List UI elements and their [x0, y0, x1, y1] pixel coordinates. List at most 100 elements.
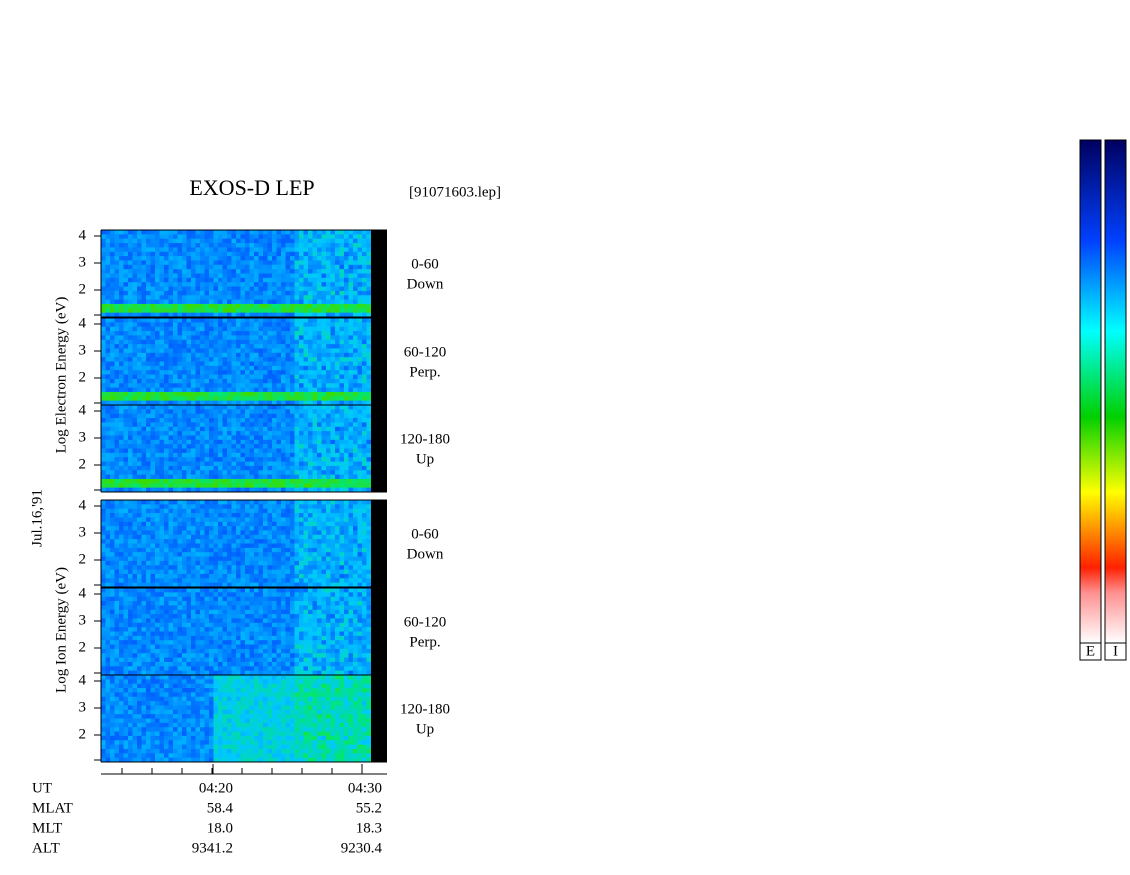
spectrogram-cell [303, 530, 309, 536]
spectrogram-cell [317, 344, 322, 349]
spectrogram-cell [339, 439, 345, 445]
spectrogram-cell [186, 422, 192, 428]
spectrogram-cell [267, 539, 273, 544]
spectrogram-cell [164, 418, 169, 423]
spectrogram-cell [123, 234, 129, 240]
spectrogram-cell [299, 452, 304, 458]
spectrogram-cell [177, 478, 183, 484]
spectrogram-cell [146, 457, 151, 463]
spectrogram-cell [182, 269, 187, 274]
spectrogram-cell [272, 326, 277, 332]
spectrogram-cell [182, 474, 187, 480]
spectrogram-cell [254, 331, 259, 336]
spectrogram-cell [209, 365, 214, 371]
spectrogram-cell [240, 383, 246, 389]
spectrogram-cell [123, 631, 129, 637]
spectrogram-cell [128, 618, 133, 624]
spectrogram-cell [213, 295, 219, 301]
spectrogram-cell [227, 352, 232, 358]
spectrogram-cell [200, 234, 205, 240]
spectrogram-cell [213, 517, 219, 523]
spectrogram-cell [204, 426, 210, 432]
spectrogram-cell [276, 256, 282, 261]
spectrogram-cell [276, 282, 282, 288]
spectrogram-cell [263, 374, 268, 380]
spectrogram-cell [146, 256, 151, 261]
spectrogram-cell [168, 335, 174, 341]
spectrogram-cell [299, 517, 304, 523]
spectrogram-cell [195, 234, 201, 240]
spectrogram-cell [137, 391, 142, 397]
spectrogram-cell [299, 331, 304, 336]
spectrogram-cell [200, 264, 205, 270]
spectrogram-cell [353, 474, 358, 480]
spectrogram-cell [186, 435, 192, 441]
spectrogram-cell [101, 396, 106, 402]
spectrogram-cell [146, 500, 151, 505]
spectrogram-cell [263, 361, 268, 367]
spectrogram-cell [195, 352, 201, 358]
spectrogram-cell [308, 387, 313, 393]
spectrogram-cell [209, 470, 214, 476]
spectrogram-cell [155, 526, 160, 531]
spectrogram-cell [294, 238, 300, 244]
spectrogram-cell [330, 391, 336, 397]
spectrogram-cell [254, 413, 259, 419]
spectrogram-cell [132, 413, 138, 419]
spectrogram-cell [132, 312, 138, 318]
spectrogram-cell [245, 452, 250, 458]
spectrogram-cell [123, 374, 129, 380]
spectrogram-cell [209, 465, 214, 471]
spectrogram-cell [249, 326, 255, 332]
spectrogram-cell [227, 391, 232, 397]
spectrogram-cell [218, 461, 223, 467]
spectrogram-cell [276, 539, 282, 544]
spectrogram-cell [141, 400, 147, 406]
spectrogram-cell [209, 322, 214, 328]
spectrogram-cell [344, 543, 349, 549]
spectrogram-cell [128, 391, 133, 397]
spectrogram-cell [249, 413, 255, 419]
spectrogram-cell [191, 326, 196, 332]
spectrogram-cell [150, 352, 156, 358]
spectrogram-cell [141, 461, 147, 467]
spectrogram-cell [114, 569, 120, 575]
spectrogram-cell [137, 547, 142, 553]
spectrogram-cell [267, 448, 273, 454]
spectrogram-cell [155, 260, 160, 266]
spectrogram-cell [245, 335, 250, 341]
spectrogram-cell [146, 552, 151, 558]
spectrogram-cell [326, 526, 331, 531]
spectrogram-cell [182, 396, 187, 402]
spectrogram-cell [209, 339, 214, 345]
spectrogram-cell [218, 243, 223, 248]
spectrogram-cell [366, 295, 372, 301]
spectrogram-cell [119, 290, 124, 296]
spectrogram-cell [173, 452, 178, 458]
spectrogram-cell [276, 422, 282, 428]
spectrogram-cell [137, 348, 142, 354]
spectrogram-cell [344, 374, 349, 380]
spectrogram-cell [128, 631, 133, 637]
spectrogram-cell [213, 352, 219, 358]
spectrogram-cell [155, 383, 160, 389]
spectrogram-cell [344, 556, 349, 562]
spectrogram-cell [321, 444, 327, 449]
spectrogram-cell [222, 526, 228, 531]
spectrogram-cell [227, 299, 232, 305]
spectrogram-cell [137, 565, 142, 571]
spectrogram-cell [227, 543, 232, 549]
spectrogram-cell [119, 578, 124, 584]
spectrogram-cell [209, 444, 214, 449]
spectrogram-cell [321, 487, 327, 493]
spectrogram-cell [267, 251, 273, 257]
spectrogram-cell [128, 295, 133, 301]
spectrogram-cell [303, 308, 309, 314]
spectrogram-cell [366, 273, 372, 279]
spectrogram-cell [285, 573, 291, 579]
spectrogram-cell [128, 534, 133, 540]
spectrogram-cell [362, 251, 367, 257]
spectrogram-cell [236, 303, 241, 309]
spectrogram-cell [263, 322, 268, 328]
spectrogram-cell [308, 573, 313, 579]
